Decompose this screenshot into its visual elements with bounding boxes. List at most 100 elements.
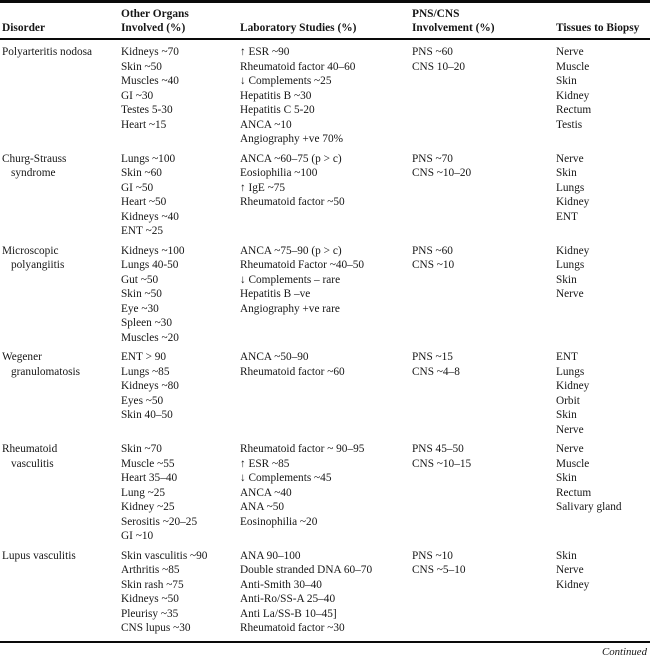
- tissues-line: Kidney: [556, 196, 590, 209]
- pns_cns-line: PNS ~60: [412, 46, 453, 59]
- organs-line: Muscles ~40: [121, 75, 179, 88]
- cell-tissues-biopsy: Skin Nerve Kidney: [556, 549, 650, 593]
- organs-line: Skin vasculitis ~90: [121, 549, 208, 562]
- header-text: Other Organs: [121, 8, 189, 20]
- header-text: Laboratory Studies (%): [240, 21, 357, 34]
- labs-line: Rheumatoid factor ~ 90–95: [240, 443, 365, 456]
- organs-line: ENT > 90: [121, 351, 167, 364]
- vasculitis-table: Disorder Other Organs Involved (%) Labor…: [0, 0, 650, 636]
- organs-line: Muscle ~55: [121, 457, 175, 470]
- tissues-line: Skin: [556, 409, 577, 422]
- tissues-line: Skin: [556, 75, 577, 88]
- labs-line: Hepatitis C 5-20: [240, 104, 315, 117]
- tissues-line: ENT: [556, 210, 578, 223]
- organs-line: Spleen ~30: [121, 317, 172, 330]
- cell-other-organs: ENT > 90 Lungs ~85 Kidneys ~80 Eyes ~50 Skin…: [121, 350, 240, 423]
- organs-line: Kidneys ~80: [121, 380, 179, 393]
- organs-line: Muscles ~20: [121, 331, 179, 344]
- organs-line: Kidneys ~100: [121, 244, 185, 257]
- labs-line: Anti-Ro/SS-A 25–40: [240, 593, 336, 606]
- cell-pns-cns: PNS ~10 CNS ~5–10: [412, 549, 556, 578]
- header-text: Involved (%): [121, 21, 186, 34]
- organs-line: Eye ~30: [121, 302, 159, 315]
- organs-line: Testes 5-30: [121, 104, 173, 117]
- tissues-line: Nerve: [556, 443, 584, 456]
- cell-tissues-biopsy: Kidney Lungs Skin Nerve: [556, 244, 650, 302]
- cell-tissues-biopsy: Nerve Muscle Skin Kidney Rectum Testis: [556, 45, 650, 132]
- disorder-row: Polyarteritis nodosa Kidneys ~70 Skin ~50…: [0, 45, 650, 147]
- labs-line: ANCA ~40: [240, 486, 292, 499]
- organs-line: Kidneys ~70: [121, 46, 179, 59]
- tissues-line: Muscle: [556, 60, 590, 73]
- labs-line: ANA 90–100: [240, 549, 301, 562]
- tissues-line: Skin: [556, 273, 577, 286]
- disorder-line: vasculitis: [11, 457, 54, 470]
- cell-other-organs: Kidneys ~100 Lungs 40-50 Gut ~50 Skin ~50 Ey…: [121, 244, 240, 346]
- column-header-other-organs: Other Organs Involved (%): [121, 8, 240, 35]
- organs-line: Heart ~50: [121, 196, 167, 209]
- tissues-line: Rectum: [556, 486, 592, 499]
- disorder-row: Microscopic polyangiitis Kidneys ~100 Lung…: [0, 244, 650, 346]
- labs-line: Angiography +ve 70%: [240, 133, 344, 146]
- organs-line: Heart 35–40: [121, 472, 178, 485]
- tissues-line: Kidney: [556, 89, 590, 102]
- pns_cns-line: PNS ~60: [412, 244, 453, 257]
- continued-label: Continued: [602, 645, 647, 658]
- cell-pns-cns: PNS 45–50 CNS ~10–15: [412, 442, 556, 471]
- header-text: Involvement (%): [412, 21, 495, 34]
- column-header-pns-cns: PNS/CNS Involvement (%): [412, 8, 556, 35]
- cell-other-organs: Kidneys ~70 Skin ~50 Muscles ~40 GI ~30 Test…: [121, 45, 240, 132]
- tissues-line: Muscle: [556, 457, 590, 470]
- organs-line: Eyes ~50: [121, 394, 164, 407]
- tissues-line: Kidney: [556, 244, 590, 257]
- organs-line: Lung ~25: [121, 486, 166, 499]
- column-header-laboratory-studies: Laboratory Studies (%): [240, 22, 412, 36]
- organs-line: Skin ~50: [121, 288, 162, 301]
- labs-line: ↓ Complements – rare: [240, 273, 341, 286]
- cell-disorder: Polyarteritis nodosa: [0, 45, 121, 60]
- cell-pns-cns: PNS ~70 CNS ~10–20: [412, 152, 556, 181]
- cell-disorder: Rheumatoid vasculitis: [0, 442, 121, 471]
- table-body: Polyarteritis nodosa Kidneys ~70 Skin ~50…: [0, 40, 650, 636]
- organs-line: Kidneys ~50: [121, 593, 179, 606]
- labs-line: Eosiophilia ~100: [240, 167, 318, 180]
- pns_cns-line: CNS ~10–15: [412, 457, 472, 470]
- cell-tissues-biopsy: ENT Lungs Kidney Orbit Skin Nerve: [556, 350, 650, 437]
- tissues-line: Skin: [556, 549, 577, 562]
- organs-line: GI ~50: [121, 181, 154, 194]
- labs-line: ANCA ~75–90 (p > c): [240, 244, 342, 257]
- tissues-line: Nerve: [556, 152, 584, 165]
- tissues-line: Kidney: [556, 578, 590, 591]
- cell-laboratory-studies: ANA 90–100 Double stranded DNA 60–70 Anti-…: [240, 549, 412, 636]
- labs-line: ↓ Complements ~45: [240, 472, 332, 485]
- tissues-line: Skin: [556, 167, 577, 180]
- tissues-line: ENT: [556, 351, 578, 364]
- tissues-line: Skin: [556, 472, 577, 485]
- cell-pns-cns: PNS ~60 CNS ~10: [412, 244, 556, 273]
- cell-laboratory-studies: ↑ ESR ~90 Rheumatoid factor 40–60 ↓ Comple…: [240, 45, 412, 147]
- disorder-line: Lupus vasculitis: [2, 549, 76, 562]
- organs-line: Heart ~15: [121, 118, 167, 131]
- labs-line: ↑ ESR ~85: [240, 457, 290, 470]
- tissues-line: Nerve: [556, 288, 584, 301]
- cell-pns-cns: PNS ~15 CNS ~4–8: [412, 350, 556, 379]
- organs-line: Pleurisy ~35: [121, 607, 179, 620]
- labs-line: Rheumatoid factor ~60: [240, 365, 345, 378]
- organs-line: Kidney ~25: [121, 501, 175, 514]
- cell-disorder: Wegener granulomatosis: [0, 350, 121, 379]
- organs-line: ENT ~25: [121, 225, 163, 238]
- disorder-line: polyangiitis: [11, 259, 65, 272]
- labs-line: Angiography +ve rare: [240, 302, 340, 315]
- disorder-line: syndrome: [11, 167, 56, 180]
- labs-line: Eosinophilia ~20: [240, 515, 318, 528]
- disorder-line: Rheumatoid: [2, 443, 58, 456]
- table-bottom-rule: [0, 640, 650, 643]
- cell-laboratory-studies: ANCA ~60–75 (p > c) Eosiophilia ~100 ↑ IgE…: [240, 152, 412, 210]
- cell-disorder: Microscopic polyangiitis: [0, 244, 121, 273]
- organs-line: Skin ~50: [121, 60, 162, 73]
- pns_cns-line: CNS ~5–10: [412, 564, 466, 577]
- cell-other-organs: Lungs ~100 Skin ~60 GI ~50 Heart ~50 Kidneys…: [121, 152, 240, 239]
- organs-line: Kidneys ~40: [121, 210, 179, 223]
- organs-line: Skin rash ~75: [121, 578, 184, 591]
- labs-line: Hepatitis B –ve: [240, 288, 311, 301]
